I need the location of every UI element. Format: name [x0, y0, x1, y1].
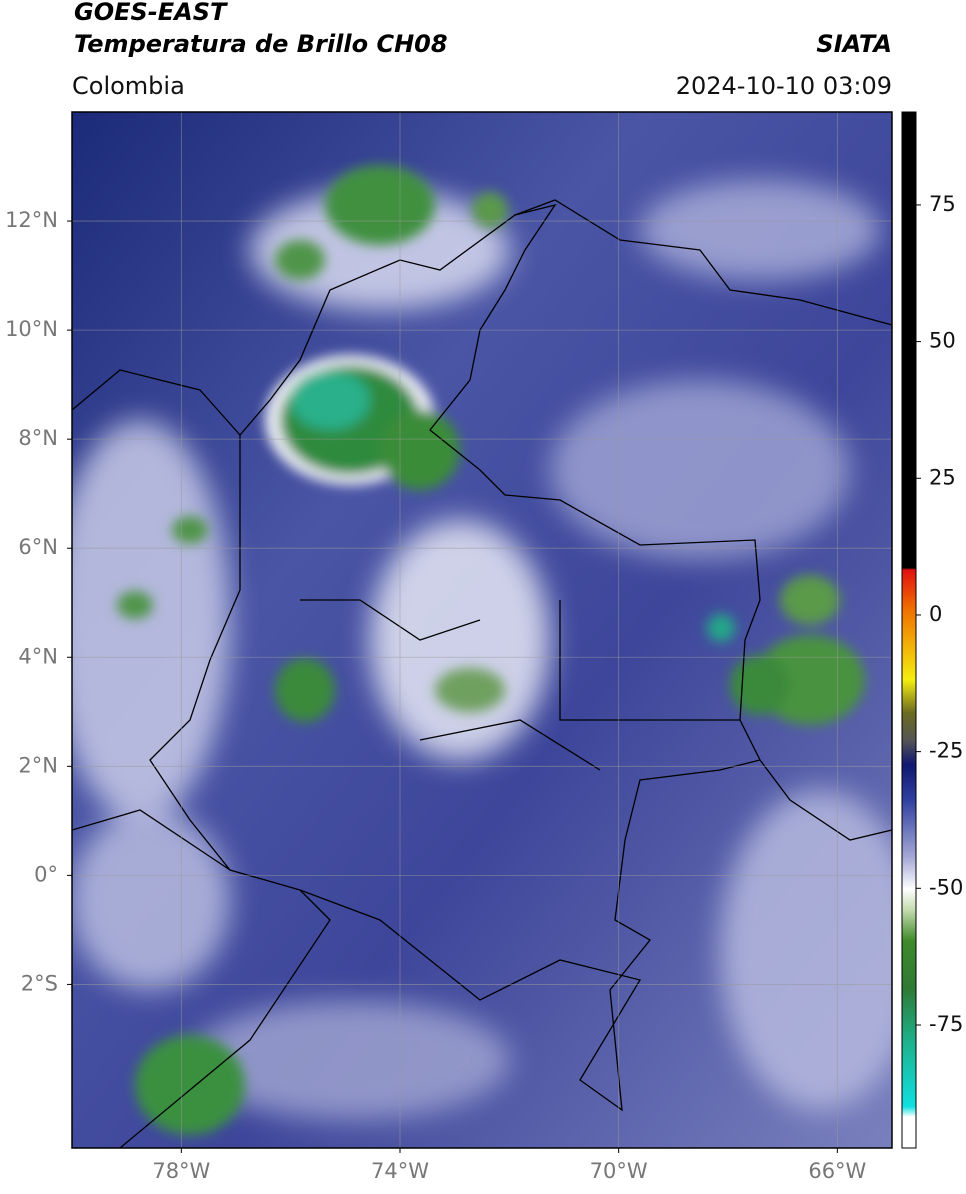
region: Colombia [72, 72, 185, 100]
y-tick-label: 2°N [18, 753, 58, 777]
x-tick-label: 74°W [371, 1159, 429, 1183]
x-tick-label: 66°W [808, 1159, 866, 1183]
map-frame [71, 111, 893, 1149]
y-tick-label: 12°N [5, 208, 58, 232]
y-tick-label: 2°S [21, 971, 58, 995]
y-tick-label: 4°N [18, 644, 58, 668]
source: SIATA [816, 30, 892, 58]
y-tick-label: 6°N [18, 535, 58, 559]
graticule [72, 112, 892, 1148]
colorbar-tick-label: -75 [929, 1012, 963, 1036]
colorbar-tick-label: 75 [929, 192, 956, 216]
colorbar-tick-label: -25 [929, 739, 963, 763]
y-tick-label: 10°N [5, 317, 58, 341]
map-image [72, 112, 892, 1148]
y-tick-label: 8°N [18, 426, 58, 450]
x-tick-label: 70°W [590, 1159, 648, 1183]
colorbar [901, 111, 917, 1149]
subtitle: Temperatura de Brillo CH08 [74, 30, 448, 58]
colorbar-tick-label: 50 [929, 329, 956, 353]
datetime: 2024-10-10 03:09 [676, 72, 892, 100]
x-tick-label: 78°W [152, 1159, 210, 1183]
title: GOES-EAST [74, 0, 228, 26]
colorbar-tick-label: 0 [929, 602, 942, 626]
colorbar-tick-label: 25 [929, 465, 956, 489]
y-tick-label: 0° [34, 862, 58, 886]
colorbar-tick-label: -50 [929, 875, 963, 899]
